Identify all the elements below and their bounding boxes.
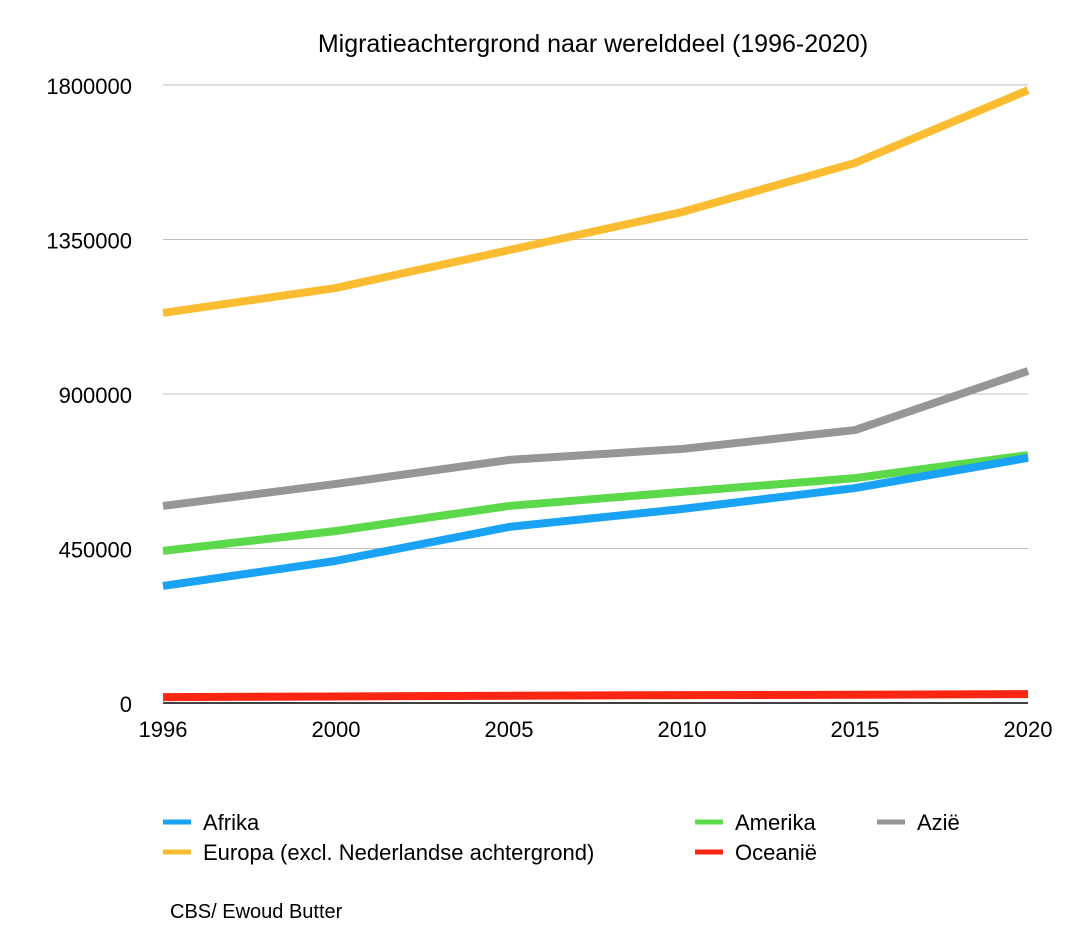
y-tick-label: 1800000 bbox=[46, 74, 132, 99]
x-tick-label: 2005 bbox=[485, 717, 534, 742]
x-tick-label: 2010 bbox=[658, 717, 707, 742]
legend-label: Azië bbox=[917, 810, 960, 835]
x-tick-label: 2020 bbox=[1004, 717, 1053, 742]
series-line-amerika bbox=[162, 451, 1029, 555]
legend-label: Europa (excl. Nederlandse achtergrond) bbox=[203, 840, 594, 865]
series-line-oceanië bbox=[162, 690, 1029, 702]
x-tick-label: 1996 bbox=[139, 717, 188, 742]
legend-item: Oceanië bbox=[695, 840, 817, 865]
legend-label: Oceanië bbox=[735, 840, 817, 865]
x-tick-label: 2000 bbox=[312, 717, 361, 742]
source-note: CBS/ Ewoud Butter bbox=[170, 901, 343, 923]
legend-label: Afrika bbox=[203, 810, 260, 835]
series-line-afrika bbox=[162, 453, 1029, 590]
legend-item: Europa (excl. Nederlandse achtergrond) bbox=[163, 840, 594, 865]
y-tick-label: 900000 bbox=[59, 383, 132, 408]
legend-item: Azië bbox=[877, 810, 960, 835]
legend-item: Amerika bbox=[695, 810, 816, 835]
legend-label: Amerika bbox=[735, 810, 816, 835]
x-tick-label: 2015 bbox=[831, 717, 880, 742]
y-tick-label: 450000 bbox=[59, 538, 132, 563]
series-line-europa bbox=[162, 86, 1030, 317]
y-tick-label: 0 bbox=[120, 692, 132, 717]
legend-item: Afrika bbox=[163, 810, 260, 835]
y-tick-label: 1350000 bbox=[46, 229, 132, 254]
chart-title: Migratieachtergrond naar werelddeel (199… bbox=[318, 30, 868, 58]
series-line-azië bbox=[162, 367, 1030, 510]
